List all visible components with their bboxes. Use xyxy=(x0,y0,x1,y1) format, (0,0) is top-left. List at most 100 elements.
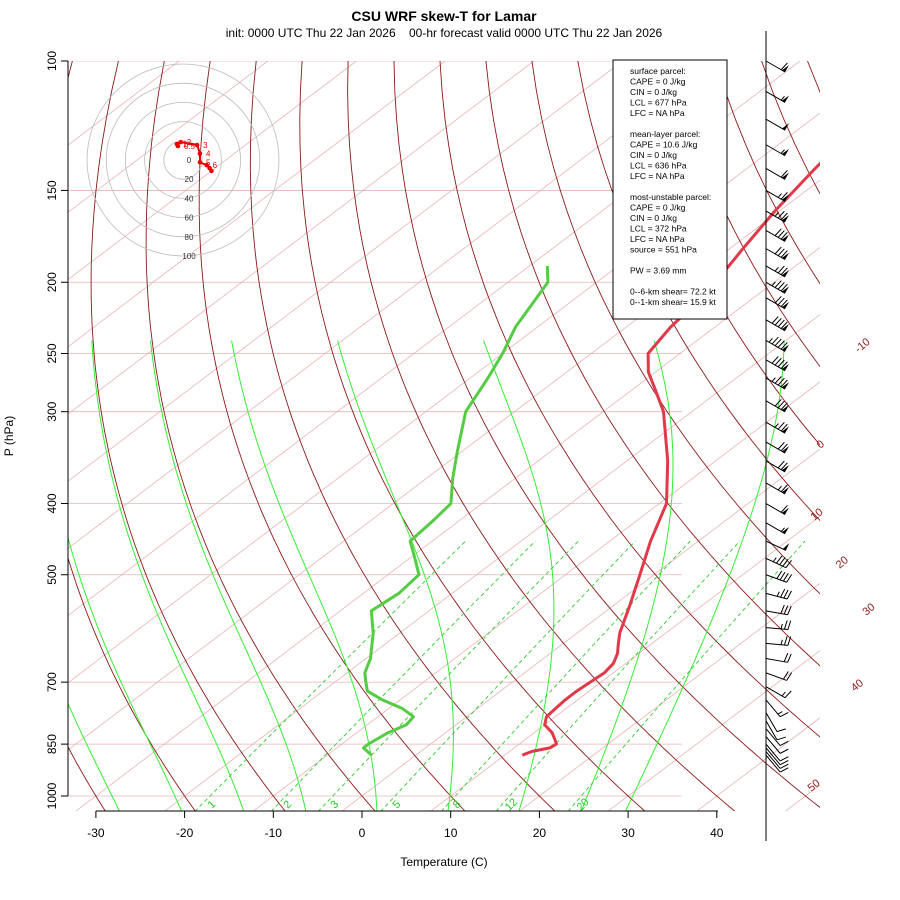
wind-barb xyxy=(765,720,786,741)
wind-barb xyxy=(765,376,790,390)
wind-barb xyxy=(765,522,790,535)
barb-half-feather xyxy=(780,96,785,101)
barb-shaft xyxy=(765,751,781,769)
temperature-tick-label: 10 xyxy=(444,826,458,840)
barb-shaft xyxy=(765,627,788,630)
barb-feather xyxy=(780,484,788,493)
hodograph-ring xyxy=(163,140,203,180)
barb-flag xyxy=(782,323,790,331)
barb-feather xyxy=(779,748,789,754)
hodograph-point xyxy=(174,141,180,147)
barb-shaft xyxy=(765,610,788,616)
barb-feather xyxy=(784,690,792,699)
barb-shaft xyxy=(765,540,787,551)
barb-feather xyxy=(774,280,782,288)
barb-half-feather xyxy=(774,423,779,428)
info-line: CAPE = 10.6 J/kg xyxy=(630,140,698,150)
barb-shaft xyxy=(765,522,786,535)
isotherm-label: 30 xyxy=(861,601,878,618)
pressure-tick-label: 400 xyxy=(45,493,59,513)
wind-barb xyxy=(765,60,790,73)
barb-feather xyxy=(771,356,779,364)
barb-feather xyxy=(786,574,793,583)
barb-flag xyxy=(782,123,790,131)
mixing-ratio-line xyxy=(495,540,741,811)
barb-feather xyxy=(787,653,792,663)
barb-shaft xyxy=(765,503,786,515)
barb-shaft xyxy=(765,747,781,766)
info-line: most-unstable parcel: xyxy=(630,192,711,202)
barb-half-feather xyxy=(780,149,785,154)
temperature-tick-label: -10 xyxy=(265,826,283,840)
barb-feather xyxy=(779,557,786,566)
barb-feather xyxy=(787,606,792,615)
isotherm-label: 20 xyxy=(834,554,851,571)
hodograph-point xyxy=(178,139,184,145)
barb-feather xyxy=(779,760,789,766)
dry-adiabat xyxy=(854,61,900,812)
info-line: LCL = 677 hPa xyxy=(630,98,687,108)
barb-half-feather xyxy=(774,266,779,272)
barb-feather xyxy=(777,400,785,409)
barb-flag xyxy=(782,404,790,412)
info-line: CIN = 0 J/kg xyxy=(630,87,677,97)
wind-barb xyxy=(765,189,790,202)
dry-adiabat xyxy=(577,61,820,522)
moist-adiabat xyxy=(625,340,785,811)
dry-adiabat xyxy=(715,61,820,285)
barb-feather xyxy=(779,571,786,581)
hodograph-point-label: 3 xyxy=(203,141,208,150)
pressure-tick-label: 200 xyxy=(45,272,59,292)
barb-feather xyxy=(780,462,788,470)
barb-feather xyxy=(779,712,789,718)
barb-half-feather xyxy=(768,338,773,343)
barb-feather xyxy=(774,376,782,384)
info-line: CAPE = 0 J/kg xyxy=(630,77,686,87)
background-grid: 1 2 3 5 8 12 20 xyxy=(68,61,900,812)
barb-flag xyxy=(782,446,790,454)
barb-feather xyxy=(777,282,785,290)
mixing-ratio-line xyxy=(270,540,536,811)
wind-barb xyxy=(765,460,790,473)
hodograph-ring-label: 0 xyxy=(187,156,192,165)
barb-shaft xyxy=(765,189,786,202)
barb-feather xyxy=(780,170,788,178)
barb-half-feather xyxy=(774,212,779,217)
barb-feather xyxy=(779,740,789,747)
moist-adiabat xyxy=(580,340,674,811)
barb-feather xyxy=(780,588,786,598)
wind-barb xyxy=(765,588,792,600)
dewpoint-profile-line xyxy=(362,265,550,757)
barb-feather xyxy=(780,267,788,275)
hodograph-ring-label: 100 xyxy=(182,252,196,261)
wind-barb xyxy=(765,316,790,332)
temperature-tick-label: -30 xyxy=(87,826,105,840)
barb-shaft xyxy=(765,441,786,454)
barb-flag xyxy=(782,464,790,472)
barb-feather xyxy=(771,336,779,345)
pressure-ticks: 100 150 200 250 300 400 500 700 850 1000 xyxy=(45,51,68,809)
isotherm-line xyxy=(68,61,357,281)
moist-adiabat xyxy=(68,702,120,811)
isotherm-line xyxy=(68,61,535,415)
wind-barb xyxy=(765,555,792,569)
barb-feather xyxy=(780,299,788,307)
chart-subtitle: init: 0000 UTC Thu 22 Jan 2026 00-hr for… xyxy=(226,26,663,40)
barb-feather xyxy=(780,283,788,292)
hodograph-ring xyxy=(144,121,222,199)
barb-feather xyxy=(774,295,782,304)
temperature-tick-label: -20 xyxy=(176,826,194,840)
dry-adiabat xyxy=(807,61,820,93)
barb-shaft xyxy=(765,167,786,180)
barb-feather xyxy=(774,338,782,347)
barb-shaft xyxy=(765,460,786,473)
barb-feather xyxy=(780,192,788,200)
moist-adiabat xyxy=(231,340,378,811)
barb-feather xyxy=(783,636,788,646)
wind-barb xyxy=(765,336,790,352)
barb-flag xyxy=(782,95,790,103)
barb-flag xyxy=(782,286,790,294)
barb-feather xyxy=(777,460,785,469)
wind-barb xyxy=(765,699,789,718)
